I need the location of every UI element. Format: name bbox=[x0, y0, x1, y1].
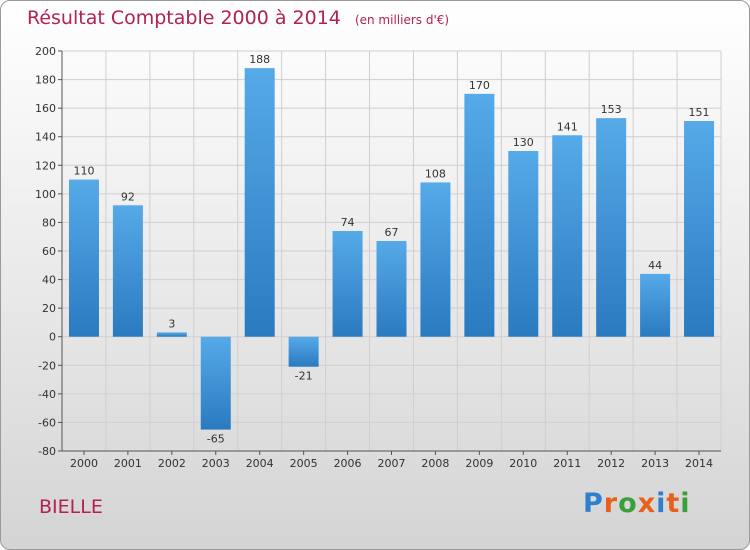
data-label-2001: 92 bbox=[121, 190, 135, 203]
y-tick-label: 120 bbox=[35, 159, 56, 172]
y-tick-label: 20 bbox=[42, 302, 56, 315]
bar-2012 bbox=[596, 118, 627, 337]
y-tick-label: -80 bbox=[38, 445, 56, 458]
x-tick-label-2007: 2007 bbox=[378, 457, 406, 470]
data-label-2004: 188 bbox=[249, 53, 270, 66]
x-tick-label-2001: 2001 bbox=[114, 457, 142, 470]
proxiti-logo[interactable]: Proxiti bbox=[583, 488, 691, 519]
y-tick-label: -20 bbox=[38, 359, 56, 372]
bar-2013 bbox=[640, 273, 671, 337]
logo-letter: r bbox=[603, 488, 619, 519]
commune-name: BIELLE bbox=[39, 496, 103, 518]
x-tick-label-2009: 2009 bbox=[465, 457, 493, 470]
data-label-2014: 151 bbox=[689, 106, 710, 119]
x-tick-label-2002: 2002 bbox=[158, 457, 186, 470]
data-label-2006: 74 bbox=[341, 216, 355, 229]
bar-2003 bbox=[200, 336, 231, 430]
x-tick-label-2003: 2003 bbox=[202, 457, 230, 470]
logo-letter: x bbox=[637, 488, 657, 519]
logo-letter: t bbox=[666, 488, 681, 519]
x-tick-label-2005: 2005 bbox=[290, 457, 318, 470]
bar-2007 bbox=[376, 241, 407, 337]
y-tick-label: 60 bbox=[42, 245, 56, 258]
bar-2001 bbox=[112, 205, 143, 337]
logo-letter: P bbox=[583, 488, 604, 519]
y-tick-label: 160 bbox=[35, 102, 56, 115]
data-label-2000: 110 bbox=[73, 165, 94, 178]
chart-title-text: Résultat Comptable 2000 à 2014 bbox=[27, 7, 341, 29]
y-tick-label: 0 bbox=[49, 331, 56, 344]
data-label-2012: 153 bbox=[601, 103, 622, 116]
bar-2006 bbox=[332, 231, 363, 337]
bar-2005 bbox=[288, 336, 319, 367]
bar-2010 bbox=[508, 151, 539, 337]
data-label-2010: 130 bbox=[513, 136, 534, 149]
y-tick-label: 80 bbox=[42, 216, 56, 229]
logo-letter: i bbox=[656, 488, 667, 519]
data-label-2003: -65 bbox=[207, 433, 225, 446]
y-tick-label: 200 bbox=[35, 45, 56, 58]
x-tick-label-2011: 2011 bbox=[553, 457, 581, 470]
chart-unit: (en milliers d'€) bbox=[354, 13, 450, 27]
x-tick-label-2013: 2013 bbox=[641, 457, 669, 470]
y-tick-label: 100 bbox=[35, 188, 56, 201]
bar-2011 bbox=[552, 135, 583, 337]
bar-2009 bbox=[464, 93, 495, 337]
bar-2000 bbox=[68, 179, 99, 337]
y-tick-label: 140 bbox=[35, 131, 56, 144]
logo-letter: o bbox=[618, 488, 638, 519]
data-label-2009: 170 bbox=[469, 79, 490, 92]
x-tick-label-2006: 2006 bbox=[334, 457, 362, 470]
y-tick-label: 40 bbox=[42, 274, 56, 287]
data-label-2013: 44 bbox=[648, 259, 662, 272]
data-label-2008: 108 bbox=[425, 167, 446, 180]
bar-2002 bbox=[156, 332, 187, 337]
data-label-2002: 3 bbox=[168, 317, 175, 330]
x-tick-label-2012: 2012 bbox=[597, 457, 625, 470]
bar-2014 bbox=[684, 121, 715, 337]
y-tick-label: 180 bbox=[35, 74, 56, 87]
data-label-2007: 67 bbox=[385, 226, 399, 239]
logo-letter: i bbox=[680, 488, 691, 519]
x-tick-label-2014: 2014 bbox=[685, 457, 713, 470]
data-label-2005: -21 bbox=[295, 370, 313, 383]
data-label-2011: 141 bbox=[557, 120, 578, 133]
bar-2004 bbox=[244, 68, 275, 337]
x-tick-label-2004: 2004 bbox=[246, 457, 274, 470]
x-tick-label-2008: 2008 bbox=[421, 457, 449, 470]
x-tick-label-2000: 2000 bbox=[70, 457, 98, 470]
y-tick-label: -60 bbox=[38, 416, 56, 429]
chart-title: Résultat Comptable 2000 à 2014 (en milli… bbox=[27, 7, 449, 29]
y-tick-label: -40 bbox=[38, 388, 56, 401]
bar-2008 bbox=[420, 182, 451, 337]
x-tick-label-2010: 2010 bbox=[509, 457, 537, 470]
